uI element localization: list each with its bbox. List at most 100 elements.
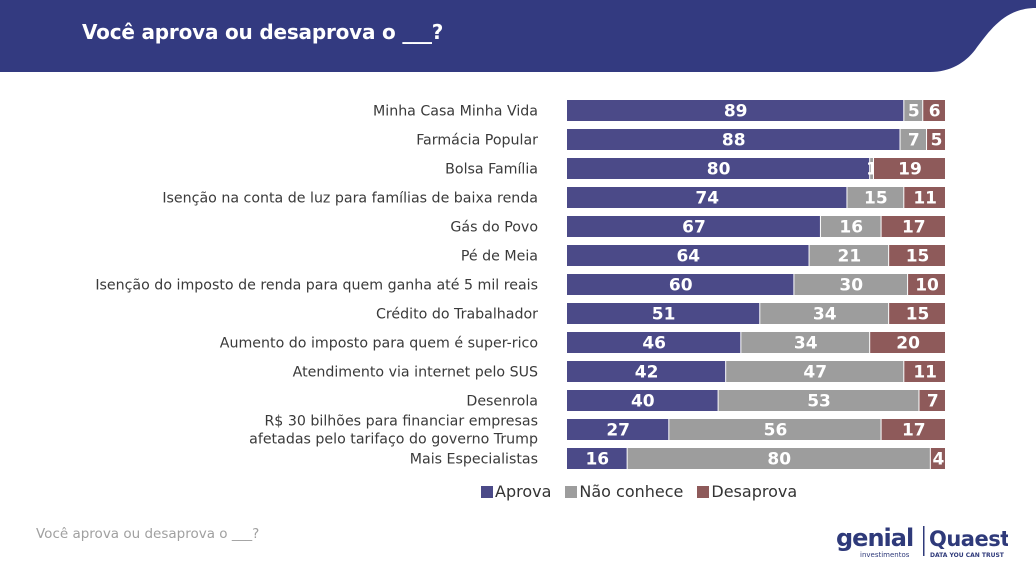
bar-segment (923, 100, 945, 121)
category-label: R$ 30 bilhões para financiar empresas afe… (249, 414, 538, 448)
category-label: Mais Especialistas (410, 452, 538, 468)
bar-segment (567, 245, 809, 266)
bar-segment (889, 245, 945, 266)
bar-segment (870, 158, 873, 179)
category-label: Aumento do imposto para quem é super-ric… (220, 336, 538, 352)
legend-swatch-desaprova (697, 485, 710, 498)
quaest-tagline: DATA YOU CAN TRUST (930, 552, 1005, 559)
legend-swatch-nao-conhece (565, 485, 578, 498)
bar-value-label: 5 (931, 131, 943, 151)
bar-segment (927, 129, 945, 150)
bar-segment (567, 419, 669, 440)
bar-segment (881, 216, 945, 237)
bar-value-label: 11 (913, 363, 937, 383)
category-label: Gás do Povo (450, 220, 538, 236)
bar-value-label: 7 (927, 392, 939, 412)
bar-value-label: 20 (896, 334, 920, 354)
bar-value-label: 42 (635, 363, 659, 383)
bar-segment (900, 129, 927, 150)
bar-value-label: 46 (642, 334, 666, 354)
header-band (0, 0, 1036, 72)
category-label: Farmácia Popular (416, 133, 538, 149)
bar-segment (809, 245, 889, 266)
category-label: Pé de Meia (461, 249, 538, 265)
page-title: Você aprova ou desaprova o ___? (82, 20, 444, 44)
bar-value-label: 80 (707, 160, 731, 180)
bar-value-label: 17 (902, 218, 926, 238)
category-label: Minha Casa Minha Vida (373, 104, 538, 120)
bar-value-label: 5 (908, 102, 920, 122)
bar-segment (567, 274, 794, 295)
bar-value-label: 51 (652, 305, 676, 325)
bar-segment (567, 216, 820, 237)
legend-label-desaprova: Desaprova (711, 482, 798, 501)
bar-value-label: 74 (695, 189, 719, 209)
bar-value-label: 16 (839, 218, 863, 238)
bar-segment (760, 303, 889, 324)
bar-value-label: 88 (722, 131, 746, 151)
category-label: Desenrola (466, 394, 538, 410)
bar-value-label: 21 (838, 247, 862, 267)
bar-segment (881, 419, 945, 440)
bar-segment (567, 129, 900, 150)
bar-value-label: 17 (902, 421, 926, 441)
category-label: Isenção na conta de luz para famílias de… (162, 191, 538, 207)
bar-segment (567, 303, 760, 324)
legend-item-aprova: Aprova (481, 482, 551, 501)
bar-value-label: 15 (906, 305, 930, 325)
bar-segment (741, 332, 870, 353)
legend-item-nao-conhece: Não conhece (565, 482, 683, 501)
bar-value-label: 47 (803, 363, 827, 383)
legend-swatch-aprova (481, 485, 493, 498)
legend-item-desaprova: Desaprova (697, 482, 797, 501)
bar-value-label: 34 (794, 334, 818, 354)
logo-divider (923, 526, 925, 556)
bar-segment (627, 448, 930, 469)
bar-segment (847, 187, 904, 208)
bar-segment (919, 390, 945, 411)
bar-segment (726, 361, 904, 382)
bar-segment (567, 361, 726, 382)
category-label: Atendimento via internet pelo SUS (293, 365, 538, 381)
bar-segment (904, 361, 945, 382)
footer-note: Você aprova ou desaprova o ___? (36, 526, 260, 542)
brand-logos: genial investimentos Quaest DATA YOU CAN… (836, 524, 1008, 559)
bar-value-label: 30 (839, 276, 863, 296)
bar-value-label: 80 (767, 450, 791, 470)
bar-value-label: 15 (906, 247, 930, 267)
legend-label-aprova: Aprova (495, 482, 552, 501)
bar-segment (889, 303, 945, 324)
bar-segment (873, 158, 945, 179)
category-label: Bolsa Família (445, 162, 538, 178)
bar-segment (794, 274, 908, 295)
bar-segment (904, 187, 945, 208)
category-label: Crédito do Trabalhador (376, 307, 538, 323)
bar-value-label: 19 (898, 160, 922, 180)
bar-segment (904, 100, 923, 121)
bar-segment (567, 187, 847, 208)
bar-segment (567, 100, 904, 121)
bar-segment (567, 332, 741, 353)
bar-value-label: 34 (813, 305, 837, 325)
bar-segment (567, 158, 870, 179)
bar-segment (718, 390, 919, 411)
bar-segment (820, 216, 881, 237)
genial-logo: genial (836, 524, 913, 552)
bar-value-label: 6 (929, 102, 941, 122)
bar-value-label: 60 (669, 276, 693, 296)
bar-value-label: 64 (676, 247, 700, 267)
bar-segment (930, 448, 945, 469)
bar-value-label: 56 (764, 421, 788, 441)
genial-logo-sub: investimentos (860, 551, 910, 559)
bar-value-label: 10 (915, 276, 939, 296)
bar-segment (567, 448, 627, 469)
chart-legend: Aprova Não conhece Desaprova (481, 482, 811, 501)
bar-value-label: 16 (585, 450, 609, 470)
bar-value-label: 27 (606, 421, 630, 441)
quaest-logo: Quaest (929, 527, 1008, 551)
bar-value-label: 89 (724, 102, 748, 122)
legend-label-nao-conhece: Não conhece (579, 482, 684, 501)
bar-value-label: 67 (682, 218, 706, 238)
bar-value-label: 40 (631, 392, 655, 412)
